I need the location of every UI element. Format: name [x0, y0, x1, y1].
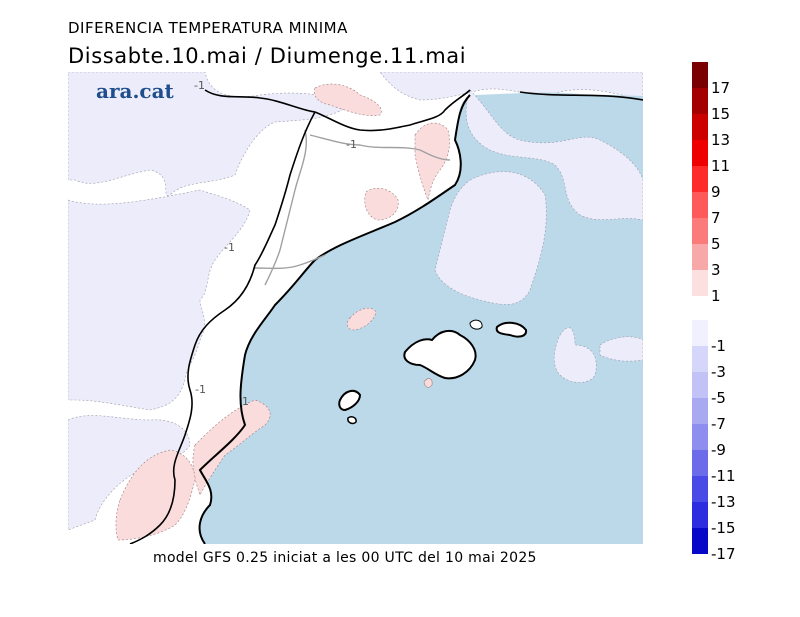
chart-subtitle: Dissabte.10.mai / Diumenge.11.mai — [68, 44, 467, 68]
island-formentera — [347, 416, 357, 425]
warm-area-southwest — [115, 449, 196, 541]
island-mallorca — [403, 329, 477, 380]
color-legend: 17 15 13 11 9 7 5 3 1 -1 -3 -5 -7 -9 -11 -13 -15 -17 — [692, 62, 800, 562]
model-run-note: model GFS 0.25 iniciat a les 00 UTC del … — [153, 550, 537, 566]
legend-swatch-neg-7 — [692, 502, 708, 528]
legend-label-pos-5: 7 — [711, 209, 721, 227]
legend-swatch-neg-3 — [692, 398, 708, 424]
cool-area-west-lower — [68, 189, 251, 411]
legend-swatch-neg-0 — [692, 320, 708, 346]
legend-swatch-pos-2 — [692, 114, 708, 140]
island-ibiza — [338, 389, 362, 412]
legend-swatch-neg-4 — [692, 424, 708, 450]
warm-area-girona — [414, 122, 450, 202]
cool-patch-menorca — [599, 336, 643, 362]
contour-label-2: -1 — [224, 241, 235, 254]
cool-patch-sea-east — [434, 171, 547, 305]
legend-label-pos-4: 9 — [711, 183, 721, 201]
aracat-logo[interactable]: ara.cat — [96, 79, 174, 103]
legend-label-neg-8: -17 — [711, 545, 736, 563]
islet-cabrera — [469, 319, 483, 330]
contour-label-5: 1 — [242, 395, 249, 408]
legend-label-neg-6: -13 — [711, 493, 736, 511]
border-line — [204, 89, 643, 132]
legend-label-neg-7: -15 — [711, 519, 736, 537]
legend-swatch-pos-1 — [692, 88, 708, 114]
cool-area-southwest — [68, 415, 191, 531]
legend-swatch-pos-5 — [692, 192, 708, 218]
legend-swatch-pos-7 — [692, 244, 708, 270]
contour-label-3: -1 — [346, 138, 357, 151]
legend-label-neg-5: -11 — [711, 467, 736, 485]
legend-label-pos-6: 5 — [711, 235, 721, 253]
legend-label-neg-1: -3 — [711, 363, 726, 381]
cool-patch-northeast — [465, 89, 643, 221]
contour-label-1: -1 — [194, 79, 205, 92]
regional-borders — [254, 129, 451, 286]
legend-label-pos-0: 17 — [711, 79, 731, 97]
legend-label-neg-4: -9 — [711, 441, 726, 459]
coastline — [198, 94, 471, 544]
legend-swatch-neg-1 — [692, 346, 708, 372]
legend-label-pos-3: 11 — [711, 157, 731, 175]
legend-label-pos-2: 13 — [711, 131, 731, 149]
contour-label-4: -1 — [195, 383, 206, 396]
legend-label-pos-8: 1 — [711, 287, 721, 305]
chart-title: DIFERENCIA TEMPERATURA MINIMA — [68, 19, 348, 37]
warm-area-central — [364, 187, 399, 221]
legend-label-neg-2: -5 — [711, 389, 726, 407]
legend-label-neg-3: -7 — [711, 415, 726, 433]
legend-swatch-pos-3 — [692, 140, 708, 166]
interior-boundary — [129, 111, 316, 544]
cool-area-north — [379, 72, 643, 101]
island-menorca — [495, 321, 528, 338]
legend-swatch-pos-4 — [692, 166, 708, 192]
legend-swatch-neg-2 — [692, 372, 708, 398]
warm-area-valencia — [192, 399, 271, 496]
legend-swatch-neg-8 — [692, 528, 708, 554]
legend-swatch-pos-0 — [692, 62, 708, 88]
legend-swatch-neg-6 — [692, 476, 708, 502]
warm-area-pyrenees — [313, 83, 382, 116]
legend-label-neg-0: -1 — [711, 337, 726, 355]
legend-swatch-pos-8 — [692, 270, 708, 296]
legend-label-pos-1: 15 — [711, 105, 731, 123]
cool-patch-mallorca-east — [553, 327, 597, 383]
legend-swatch-pos-6 — [692, 218, 708, 244]
warm-area-sea — [346, 307, 377, 331]
legend-swatch-neg-5 — [692, 450, 708, 476]
warm-area-mallorca-south — [423, 378, 433, 388]
legend-label-pos-7: 3 — [711, 261, 721, 279]
